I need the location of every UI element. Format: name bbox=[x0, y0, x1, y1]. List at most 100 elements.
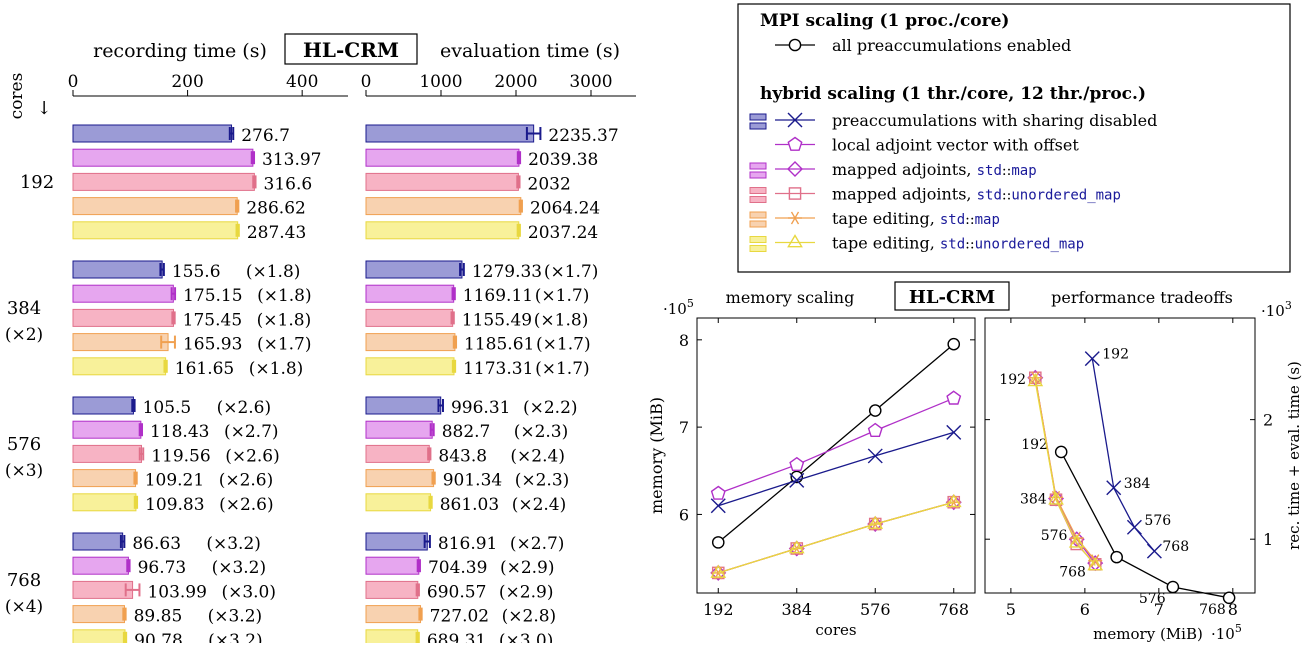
legend-entry-label: preaccumulations with sharing disabled bbox=[832, 111, 1157, 130]
evaluation-value-label: 727.02 bbox=[430, 607, 489, 627]
legend-entry-text: local adjoint vector with offset bbox=[832, 136, 1079, 155]
recording-speedup-label: (×1.8) bbox=[257, 286, 312, 306]
evaluation-value-label: 843.8 bbox=[438, 446, 487, 466]
evaluation-tick-label: 0 bbox=[361, 72, 372, 92]
legend-entry-label: mapped adjoints, std::map bbox=[832, 160, 1037, 179]
legend-entry-text: preaccumulations with sharing disabled bbox=[832, 111, 1157, 130]
recording-bar bbox=[72, 532, 124, 551]
recording-speedup-label: (×2.6) bbox=[225, 446, 280, 466]
tradeoff-point-label: 384 bbox=[1124, 476, 1151, 492]
legend-entry-label: mapped adjoints, std::unordered_map bbox=[832, 185, 1121, 204]
evaluation-bar bbox=[365, 333, 456, 352]
recording-value-label: 276.7 bbox=[241, 126, 290, 146]
recording-bar bbox=[72, 605, 125, 624]
group-sublabel: (×4) bbox=[5, 597, 43, 617]
evaluation-bar bbox=[365, 396, 442, 415]
evaluation-speedup-label: (×2.3) bbox=[514, 422, 569, 442]
legend-code-type: map bbox=[975, 212, 1000, 228]
recording-bar bbox=[72, 629, 126, 648]
legend-entry-text: mapped adjoints, bbox=[832, 160, 977, 179]
evaluation-tick-label: 2000 bbox=[494, 72, 537, 92]
legend-entry-label: tape editing, std::unordered_map bbox=[832, 234, 1084, 253]
evaluation-speedup-label: (×2.7) bbox=[510, 534, 565, 554]
evaluation-value-label: 1185.61 bbox=[464, 335, 534, 355]
tradeoff-point-label: 768 bbox=[1059, 565, 1086, 581]
legend-code-type: unordered_map bbox=[975, 237, 1085, 253]
recording-tick-label: 0 bbox=[68, 72, 79, 92]
tradeoff-point bbox=[1048, 491, 1064, 505]
legend-entry-label: tape editing, std::map bbox=[832, 209, 1000, 228]
recording-value-label: 287.43 bbox=[247, 223, 306, 243]
evaluation-tick-label: 1000 bbox=[419, 72, 462, 92]
evaluation-speedup-label: (×2.8) bbox=[502, 607, 557, 627]
evaluation-bar bbox=[365, 532, 428, 551]
tradeoff-xtick-label: 6 bbox=[1080, 600, 1090, 619]
legend-code-std: std bbox=[977, 163, 1002, 179]
memory-point bbox=[867, 422, 883, 437]
recording-value-label: 161.65 bbox=[175, 359, 234, 379]
group-label: 192 bbox=[20, 172, 54, 193]
legend-bar-swatch bbox=[749, 122, 767, 130]
top-panel-title: HL-CRM bbox=[909, 287, 995, 308]
tradeoff-ytick-label: 1 bbox=[1263, 530, 1273, 549]
recording-speedup-label: (×1.8) bbox=[249, 359, 304, 379]
memory-series-line bbox=[717, 343, 955, 543]
recording-value-label: 155.6 bbox=[172, 262, 221, 282]
evaluation-speedup-label: (×2.2) bbox=[523, 398, 578, 418]
recording-speedup-label: (×2.6) bbox=[219, 495, 274, 515]
memory-xtick-label: 384 bbox=[781, 600, 812, 619]
tradeoff-point-label: 576 bbox=[1144, 513, 1171, 529]
recording-value-label: 286.62 bbox=[246, 199, 305, 219]
memory-xtick-label: 768 bbox=[938, 600, 969, 619]
legend-heading-mpi: MPI scaling (1 proc./core) bbox=[760, 11, 1009, 31]
recording-bar bbox=[72, 469, 137, 488]
evaluation-value-label: 901.34 bbox=[443, 471, 502, 491]
tradeoff-ylabel: rec. time + eval. time (s) bbox=[1285, 361, 1303, 550]
memory-point bbox=[868, 404, 882, 417]
tradeoff-x-multiplier-exp: 5 bbox=[1235, 622, 1242, 635]
tradeoff-xtick-label: 7 bbox=[1154, 600, 1164, 619]
legend-code-scope: :: bbox=[965, 212, 974, 228]
legend-code-std: std bbox=[940, 237, 965, 253]
tradeoff-point-label: 576 bbox=[1139, 591, 1166, 607]
tradeoff-point-label: 768 bbox=[1162, 539, 1189, 555]
recording-speedup-label: (×1.8) bbox=[257, 310, 312, 330]
recording-bar bbox=[72, 148, 254, 167]
legend-bar-swatch bbox=[749, 196, 767, 203]
recording-speedup-label: (×3.2) bbox=[212, 558, 267, 578]
group-label: 768 bbox=[7, 570, 41, 591]
evaluation-value-label: 861.03 bbox=[440, 495, 499, 515]
recording-speedup-label: (×2.7) bbox=[224, 422, 279, 442]
recording-value-label: 86.63 bbox=[132, 534, 181, 554]
legend-marker bbox=[787, 112, 803, 128]
recording-speedup-label: (×3.2) bbox=[208, 607, 263, 627]
evaluation-value-label: 1173.31 bbox=[463, 359, 533, 379]
legend-entry-label: local adjoint vector with offset bbox=[832, 136, 1079, 155]
evaluation-bar bbox=[365, 308, 454, 327]
legend-bar-swatch bbox=[749, 236, 767, 243]
memory-point bbox=[710, 498, 726, 514]
legend-code-type: map bbox=[1011, 163, 1036, 179]
legend-bar-swatch bbox=[749, 211, 767, 219]
recording-bar bbox=[72, 197, 238, 216]
memory-point bbox=[788, 540, 805, 554]
tradeoff-point bbox=[1087, 557, 1104, 571]
tradeoff-xtick-label: 8 bbox=[1228, 600, 1238, 619]
legend-code-type: unordered_map bbox=[1011, 188, 1121, 204]
recording-tick-label: 400 bbox=[286, 72, 318, 92]
recording-value-label: 89.85 bbox=[134, 607, 183, 627]
memory-y-multiplier-exp: 5 bbox=[687, 297, 694, 310]
recording-speedup-label: (×3.0) bbox=[221, 582, 276, 602]
memory-point bbox=[867, 515, 884, 529]
tradeoff-point-label: 384 bbox=[1020, 491, 1047, 507]
memory-point bbox=[946, 390, 962, 405]
bar-panel-title-box bbox=[284, 33, 418, 65]
recording-value-label: 109.21 bbox=[145, 471, 204, 491]
tradeoff-plot-frame bbox=[984, 317, 1256, 594]
tradeoff-point bbox=[1106, 480, 1122, 496]
evaluation-speedup-label: (×2.9) bbox=[499, 582, 554, 602]
evaluation-value-label: 689.31 bbox=[427, 631, 486, 643]
recording-speedup-label: (×2.6) bbox=[217, 398, 272, 418]
group-label: 576 bbox=[7, 434, 41, 455]
evaluation-speedup-label: (×2.9) bbox=[500, 558, 555, 578]
